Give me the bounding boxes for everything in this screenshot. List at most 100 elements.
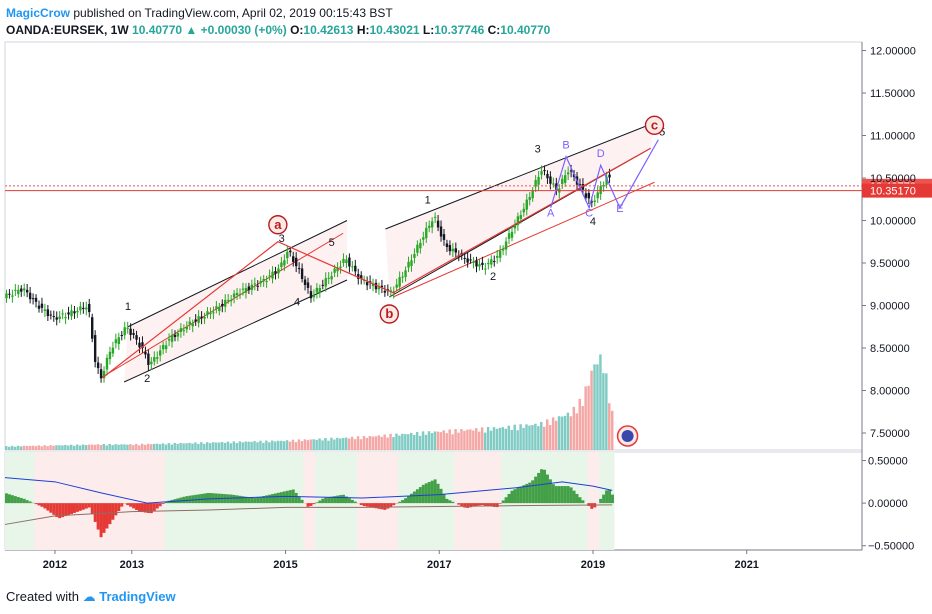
volume-bar: [132, 445, 135, 450]
oscillator-band: [55, 452, 59, 550]
candle-body: [5, 293, 8, 299]
oscillator-band: [158, 452, 163, 550]
oscillator-bar: [52, 503, 56, 515]
y-tick-label: 11.00000: [870, 131, 915, 143]
channel-fill-1: [124, 220, 348, 382]
candle-body: [43, 309, 47, 311]
candle-body: [88, 303, 91, 313]
oscillator-bar: [22, 498, 26, 504]
candle-body: [569, 170, 573, 172]
candle-body: [481, 262, 484, 266]
oscillator-bar: [149, 503, 153, 514]
volume-bar: [569, 416, 573, 450]
author-link[interactable]: MagicCrow: [6, 6, 71, 20]
wave-label: B: [562, 139, 569, 151]
candle-body: [478, 264, 481, 267]
oscillator-bar: [211, 493, 215, 504]
volume-bar: [371, 436, 375, 450]
volume-bar: [22, 445, 26, 450]
x-tick-label: 2017: [427, 559, 451, 571]
oscillator-bar: [513, 489, 517, 504]
published-text: published on TradingView.com, April 02, …: [73, 6, 393, 20]
y-tick-label: 10.00000: [870, 216, 916, 228]
oscillator-bar: [545, 474, 549, 504]
volume-bar: [395, 433, 398, 450]
wave-label: 3: [279, 233, 285, 245]
candle-body: [294, 257, 298, 267]
oscillator-bar: [117, 503, 121, 511]
oscillator-bar: [427, 482, 431, 504]
candle-body: [156, 357, 159, 359]
wave-label: 4: [590, 216, 596, 228]
volume-bar: [475, 428, 478, 450]
candle-body: [144, 351, 147, 355]
candle-body: [342, 258, 345, 264]
candle-body: [141, 342, 144, 348]
oscillator-band: [480, 452, 485, 550]
oscillator-bar: [194, 494, 198, 504]
candle-body: [132, 333, 135, 335]
oscillator-bar: [590, 503, 594, 509]
candle-body: [315, 287, 319, 293]
volume-bar: [483, 432, 487, 450]
volume-bar: [495, 428, 499, 450]
oscillator-bar: [206, 493, 209, 504]
oscillator-bar: [321, 498, 325, 504]
volume-bar: [61, 445, 64, 450]
volume-bar: [241, 442, 244, 450]
oscillator-band: [52, 452, 56, 550]
volume-bar: [93, 444, 97, 450]
oscillator-bar: [285, 490, 289, 504]
candle-body: [289, 250, 292, 253]
candle-body: [244, 288, 248, 293]
publish-line: MagicCrow published on TradingView.com, …: [6, 6, 393, 20]
candle-body: [93, 335, 97, 362]
volume-bar: [276, 440, 280, 450]
oscillator-bar: [49, 503, 53, 513]
oscillator-bar: [235, 495, 239, 504]
oscillator-bar: [244, 496, 248, 504]
candle-body: [300, 268, 304, 279]
candle-body: [345, 259, 348, 264]
volume-bar: [158, 444, 162, 450]
candle-body: [221, 303, 224, 307]
oscillator-bar: [152, 503, 156, 511]
volume-bar: [146, 443, 150, 450]
volume-bar: [409, 432, 413, 450]
candle-body: [522, 208, 526, 213]
oscillator-bar: [486, 503, 490, 506]
wave-label: C: [585, 207, 593, 219]
candle-body: [108, 351, 112, 360]
volume-bar: [182, 443, 185, 450]
oscillator-band: [483, 452, 488, 550]
oscillator-band: [87, 452, 92, 550]
candle-body: [507, 233, 511, 239]
oscillator-bar: [58, 503, 62, 519]
candle-body: [401, 276, 404, 278]
tradingview-brand[interactable]: TradingView: [99, 589, 176, 604]
oscillator-bar: [374, 503, 378, 509]
oscillator-band: [70, 452, 74, 550]
oscillator-band: [72, 452, 77, 550]
up-arrow-icon: ▲: [185, 23, 198, 37]
oscillator-bar: [424, 483, 428, 504]
oscillator-bar: [480, 503, 484, 505]
volume-bar: [504, 428, 508, 450]
volume-bar: [223, 442, 227, 450]
oscillator-bar: [241, 496, 245, 504]
volume-bar: [513, 424, 516, 450]
oscillator-band: [75, 452, 80, 550]
oscillator-bar: [551, 484, 555, 504]
close-value: 10.40770: [500, 23, 551, 37]
oscillator-bar: [16, 497, 20, 504]
candle-body: [150, 361, 153, 365]
candle-body: [253, 283, 256, 285]
oscillator-bar: [537, 472, 541, 504]
oscillator-bar: [138, 503, 141, 512]
volume-bar: [197, 443, 200, 450]
volume-bar: [211, 442, 215, 450]
oscillator-bar: [611, 494, 614, 504]
candle-body: [504, 241, 508, 250]
oscillator-bar: [557, 486, 561, 504]
